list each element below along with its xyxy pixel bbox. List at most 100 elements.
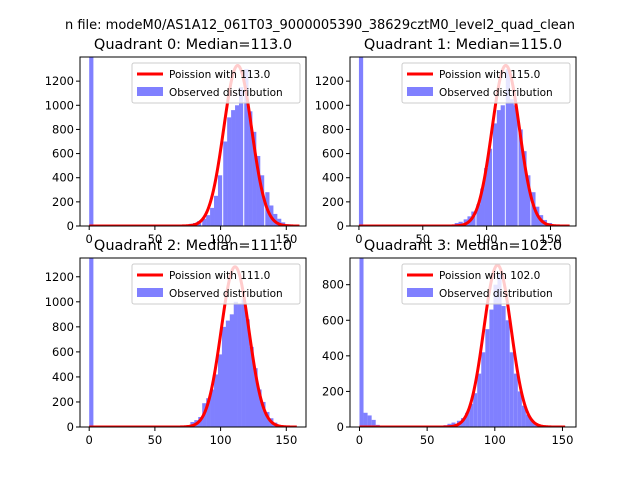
histogram-bar xyxy=(248,111,253,226)
quadrant-0-axes-frame xyxy=(79,56,307,227)
histogram-bar xyxy=(465,412,470,427)
y-tick-label: 400 xyxy=(322,171,344,185)
quadrant-1-poisson-curve xyxy=(358,63,571,226)
y-tick-label: 400 xyxy=(52,171,74,185)
y-tick-label: 0 xyxy=(67,420,74,434)
y-tick-label: 200 xyxy=(52,395,74,409)
x-tick-label: 50 xyxy=(420,433,435,447)
quadrant-3-histogram xyxy=(359,258,543,427)
histogram-bar xyxy=(237,304,242,427)
legend-label-poisson: Poission with 113.0 xyxy=(169,69,270,81)
x-tick-label: 150 xyxy=(539,232,561,246)
histogram-bar xyxy=(229,314,234,427)
legend-bar-swatch xyxy=(137,87,163,96)
histogram-bar xyxy=(509,99,514,226)
y-tick-label: 600 xyxy=(52,147,74,161)
histogram-bar xyxy=(265,411,270,427)
legend-box xyxy=(401,263,571,305)
y-tick-label: 1200 xyxy=(315,74,344,88)
histogram-bar xyxy=(526,175,531,226)
histogram-bar xyxy=(367,415,372,427)
legend-label-observed: Observed distribution xyxy=(169,87,283,99)
x-tick-label: 0 xyxy=(355,232,362,246)
quadrant-1-panel: Quadrant 1: Median=115.0 0 50 100 150 0 200 400… xyxy=(315,37,577,246)
x-tick-label: 150 xyxy=(275,232,297,246)
histogram-bar xyxy=(249,346,254,427)
legend-label-poisson: Poission with 115.0 xyxy=(439,69,540,81)
y-tick-label: 800 xyxy=(52,320,74,334)
y-tick-label: 600 xyxy=(52,345,74,359)
y-tick-label: 1200 xyxy=(45,270,74,284)
legend-label-poisson: Poission with 102.0 xyxy=(439,270,540,282)
histogram-bar xyxy=(260,175,265,226)
histogram-bar xyxy=(89,258,94,427)
histogram-bar xyxy=(261,401,266,427)
histogram-bar xyxy=(481,352,486,427)
histogram-bar xyxy=(484,168,489,226)
x-tick-label: 100 xyxy=(484,433,506,447)
histogram-bar xyxy=(206,398,211,427)
quadrant-3-axes-frame xyxy=(349,257,577,428)
quadrant-1-legend: Poission with 115.0 Observed distribution xyxy=(401,62,571,104)
histogram-bar xyxy=(500,105,505,226)
legend-bar-swatch xyxy=(407,288,433,297)
y-tick-label: 0 xyxy=(337,420,344,434)
x-tick-label: 50 xyxy=(415,232,430,246)
histogram-bar xyxy=(358,57,364,226)
quadrant-0-title: Quadrant 0: Median=113.0 xyxy=(94,37,292,53)
histogram-bar xyxy=(231,110,236,226)
histogram-bar xyxy=(253,368,258,427)
histogram-bar xyxy=(223,141,228,226)
y-tick-label: 800 xyxy=(322,278,344,292)
legend-label-observed: Observed distribution xyxy=(439,288,553,300)
quadrant-2-panel: Quadrant 2: Median=111.0 0 50 100 150 0 200 400… xyxy=(45,238,307,447)
histogram-bar xyxy=(225,320,231,427)
y-tick-label: 1000 xyxy=(45,98,74,112)
histogram-bar xyxy=(473,393,478,427)
histogram-bar xyxy=(363,412,368,427)
histogram-bar xyxy=(522,151,527,226)
quadrant-2-axes-frame xyxy=(79,257,307,428)
y-tick-label: 600 xyxy=(322,313,344,327)
quadrant-3-legend: Poission with 102.0 Observed distribution xyxy=(401,263,571,305)
histogram-bar xyxy=(227,117,232,226)
histogram-bar xyxy=(210,389,215,427)
quadrant-3-poisson-curve xyxy=(358,263,566,427)
quadrant-2-title: Quadrant 2: Median=111.0 xyxy=(94,238,292,254)
histogram-bar xyxy=(501,306,506,427)
histogram-bar xyxy=(496,110,502,226)
quadrant-1-axes-frame xyxy=(349,56,577,227)
y-tick-label: 1000 xyxy=(45,295,74,309)
histogram-bar xyxy=(235,105,240,226)
x-tick-label: 50 xyxy=(148,232,163,246)
x-tick-label: 100 xyxy=(210,433,232,447)
y-tick-label: 1200 xyxy=(45,74,74,88)
quadrant-2-legend: Poission with 111.0 Observed distribution xyxy=(131,263,301,305)
histogram-bar xyxy=(529,419,535,427)
y-tick-label: 400 xyxy=(322,349,344,363)
histogram-bar xyxy=(476,204,481,226)
histogram-bar xyxy=(89,57,94,226)
histogram-bar xyxy=(525,414,530,427)
histogram-bar xyxy=(210,207,215,226)
histogram-bar xyxy=(513,373,518,427)
legend-box xyxy=(131,62,301,104)
histogram-bar xyxy=(493,123,498,226)
histogram-bar xyxy=(217,354,223,427)
histogram-bar xyxy=(217,175,223,226)
legend-label-poisson: Poission with 111.0 xyxy=(169,270,270,282)
x-tick-label: 100 xyxy=(476,232,498,246)
histogram-bar xyxy=(257,389,262,427)
legend-box xyxy=(401,62,571,104)
y-tick-label: 400 xyxy=(52,370,74,384)
histogram-bar xyxy=(521,405,526,427)
histogram-bar xyxy=(277,218,282,226)
histogram-bar xyxy=(493,284,498,427)
histogram-bar xyxy=(252,131,257,226)
histogram-bar xyxy=(256,155,261,226)
legend-label-observed: Observed distribution xyxy=(439,87,553,99)
legend-label-observed: Observed distribution xyxy=(169,288,283,300)
y-tick-label: 800 xyxy=(52,122,74,136)
histogram-bar xyxy=(244,69,249,226)
